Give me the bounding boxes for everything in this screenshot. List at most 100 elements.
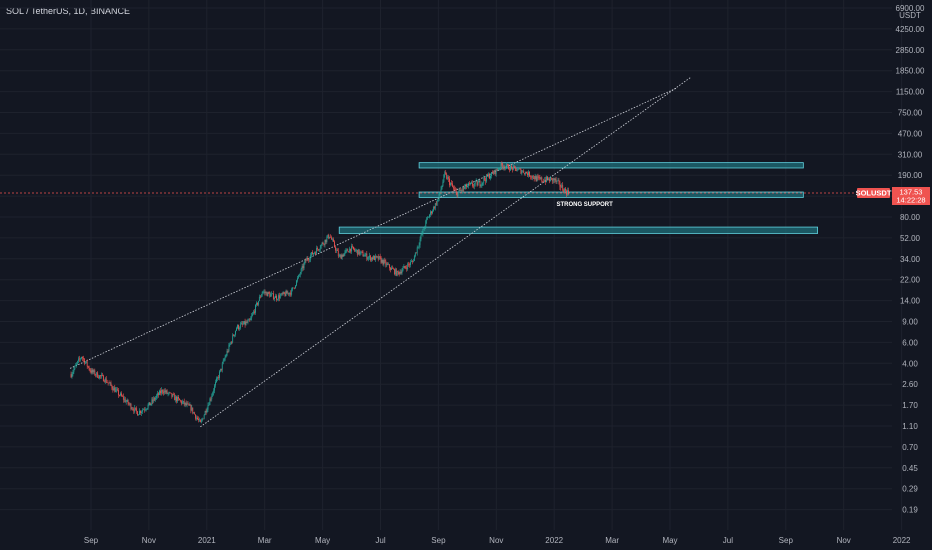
x-tick-label: Sep: [84, 536, 99, 545]
candle-body: [185, 402, 187, 406]
y-tick-label: 4250.00: [896, 25, 925, 34]
candle-body: [428, 217, 430, 218]
candle-body: [370, 255, 372, 261]
candle-body: [337, 250, 339, 257]
candle-body: [548, 178, 549, 180]
candle-body: [489, 174, 490, 179]
candle-body: [450, 183, 451, 186]
candle-body: [246, 321, 248, 323]
candle-body: [292, 287, 294, 290]
candle-body: [208, 405, 210, 406]
candle-body: [200, 420, 202, 423]
candle-body: [425, 220, 427, 228]
candle-body: [221, 363, 223, 370]
x-tick-label: May: [315, 536, 330, 545]
candle-body: [94, 370, 96, 375]
candle-body: [238, 325, 239, 330]
candle-body: [303, 263, 305, 269]
candle-body: [374, 255, 376, 261]
y-tick-label: 0.29: [902, 485, 918, 494]
candle-body: [407, 263, 409, 270]
candle-body: [483, 177, 485, 183]
candle-body: [218, 371, 220, 378]
candle-body: [326, 237, 328, 243]
candle-body: [212, 392, 214, 396]
candle-body: [141, 411, 142, 413]
candle-body: [320, 244, 322, 248]
candle-body: [563, 190, 565, 193]
candle-body: [535, 175, 537, 182]
x-tick-label: 2022: [545, 536, 563, 545]
candle-body: [133, 409, 135, 412]
candle-body: [396, 271, 398, 276]
candle-body: [194, 412, 196, 415]
candle-body: [491, 172, 493, 173]
y-tick-label: 4.00: [902, 359, 918, 368]
candle-body: [289, 292, 291, 295]
candle-body: [159, 390, 160, 395]
support-resistance-zone: [418, 162, 804, 169]
candle-body: [368, 257, 370, 259]
x-tick-label: Nov: [142, 536, 156, 545]
candle-body: [225, 355, 227, 357]
candle-body: [355, 249, 357, 251]
candle-body: [302, 266, 304, 269]
candle-body: [157, 393, 158, 396]
candle-body: [279, 295, 281, 299]
candle-body: [96, 372, 98, 375]
candle-body: [409, 264, 411, 266]
y-tick-label: 22.00: [900, 276, 921, 285]
candle-body: [115, 389, 117, 393]
candle-body: [85, 361, 87, 363]
candle-body: [319, 247, 321, 250]
y-tick-label: 0.70: [902, 443, 918, 452]
candle-body: [75, 364, 77, 366]
y-tick-label: 6.00: [902, 338, 918, 347]
candle-body: [377, 256, 379, 260]
candle-body: [473, 183, 475, 187]
candle-body: [228, 344, 230, 352]
candle-body: [79, 358, 80, 360]
y-tick-label: 470.00: [898, 129, 923, 138]
candle-body: [304, 260, 306, 264]
candle-body: [160, 390, 161, 394]
candle-body: [273, 293, 275, 299]
candle-body: [391, 267, 392, 270]
candle-body: [350, 248, 352, 252]
candle-body: [145, 409, 147, 410]
candle-body: [123, 398, 125, 400]
candle-body: [495, 169, 497, 175]
candle-body: [92, 369, 94, 373]
candle-body: [382, 259, 384, 265]
candle-body: [532, 175, 534, 178]
candle-body: [82, 358, 84, 359]
candle-body: [431, 211, 432, 214]
candle-body: [539, 177, 541, 179]
candle-body: [121, 393, 122, 396]
x-tick-label: Mar: [605, 536, 619, 545]
candle-body: [211, 395, 213, 400]
x-tick-label: Nov: [489, 536, 503, 545]
candle-body: [243, 321, 245, 325]
candle-body: [202, 418, 204, 420]
candle-body: [296, 278, 298, 281]
candle-body: [154, 398, 156, 400]
candle-body: [76, 363, 78, 365]
candle-body: [520, 168, 522, 174]
candle-body: [192, 407, 194, 413]
candle-body: [558, 180, 560, 182]
candle-body: [88, 366, 90, 370]
candle-body: [106, 382, 108, 384]
candle-body: [525, 171, 527, 174]
candle-body: [541, 177, 543, 182]
candle-body: [213, 390, 215, 393]
candle-body: [561, 185, 563, 188]
candle-body: [550, 177, 552, 179]
candle-body: [179, 400, 181, 401]
candle-body: [116, 389, 118, 391]
candle-body: [184, 402, 186, 405]
candle-body: [347, 249, 349, 252]
candle-body: [410, 262, 411, 265]
candle-body: [282, 292, 284, 295]
